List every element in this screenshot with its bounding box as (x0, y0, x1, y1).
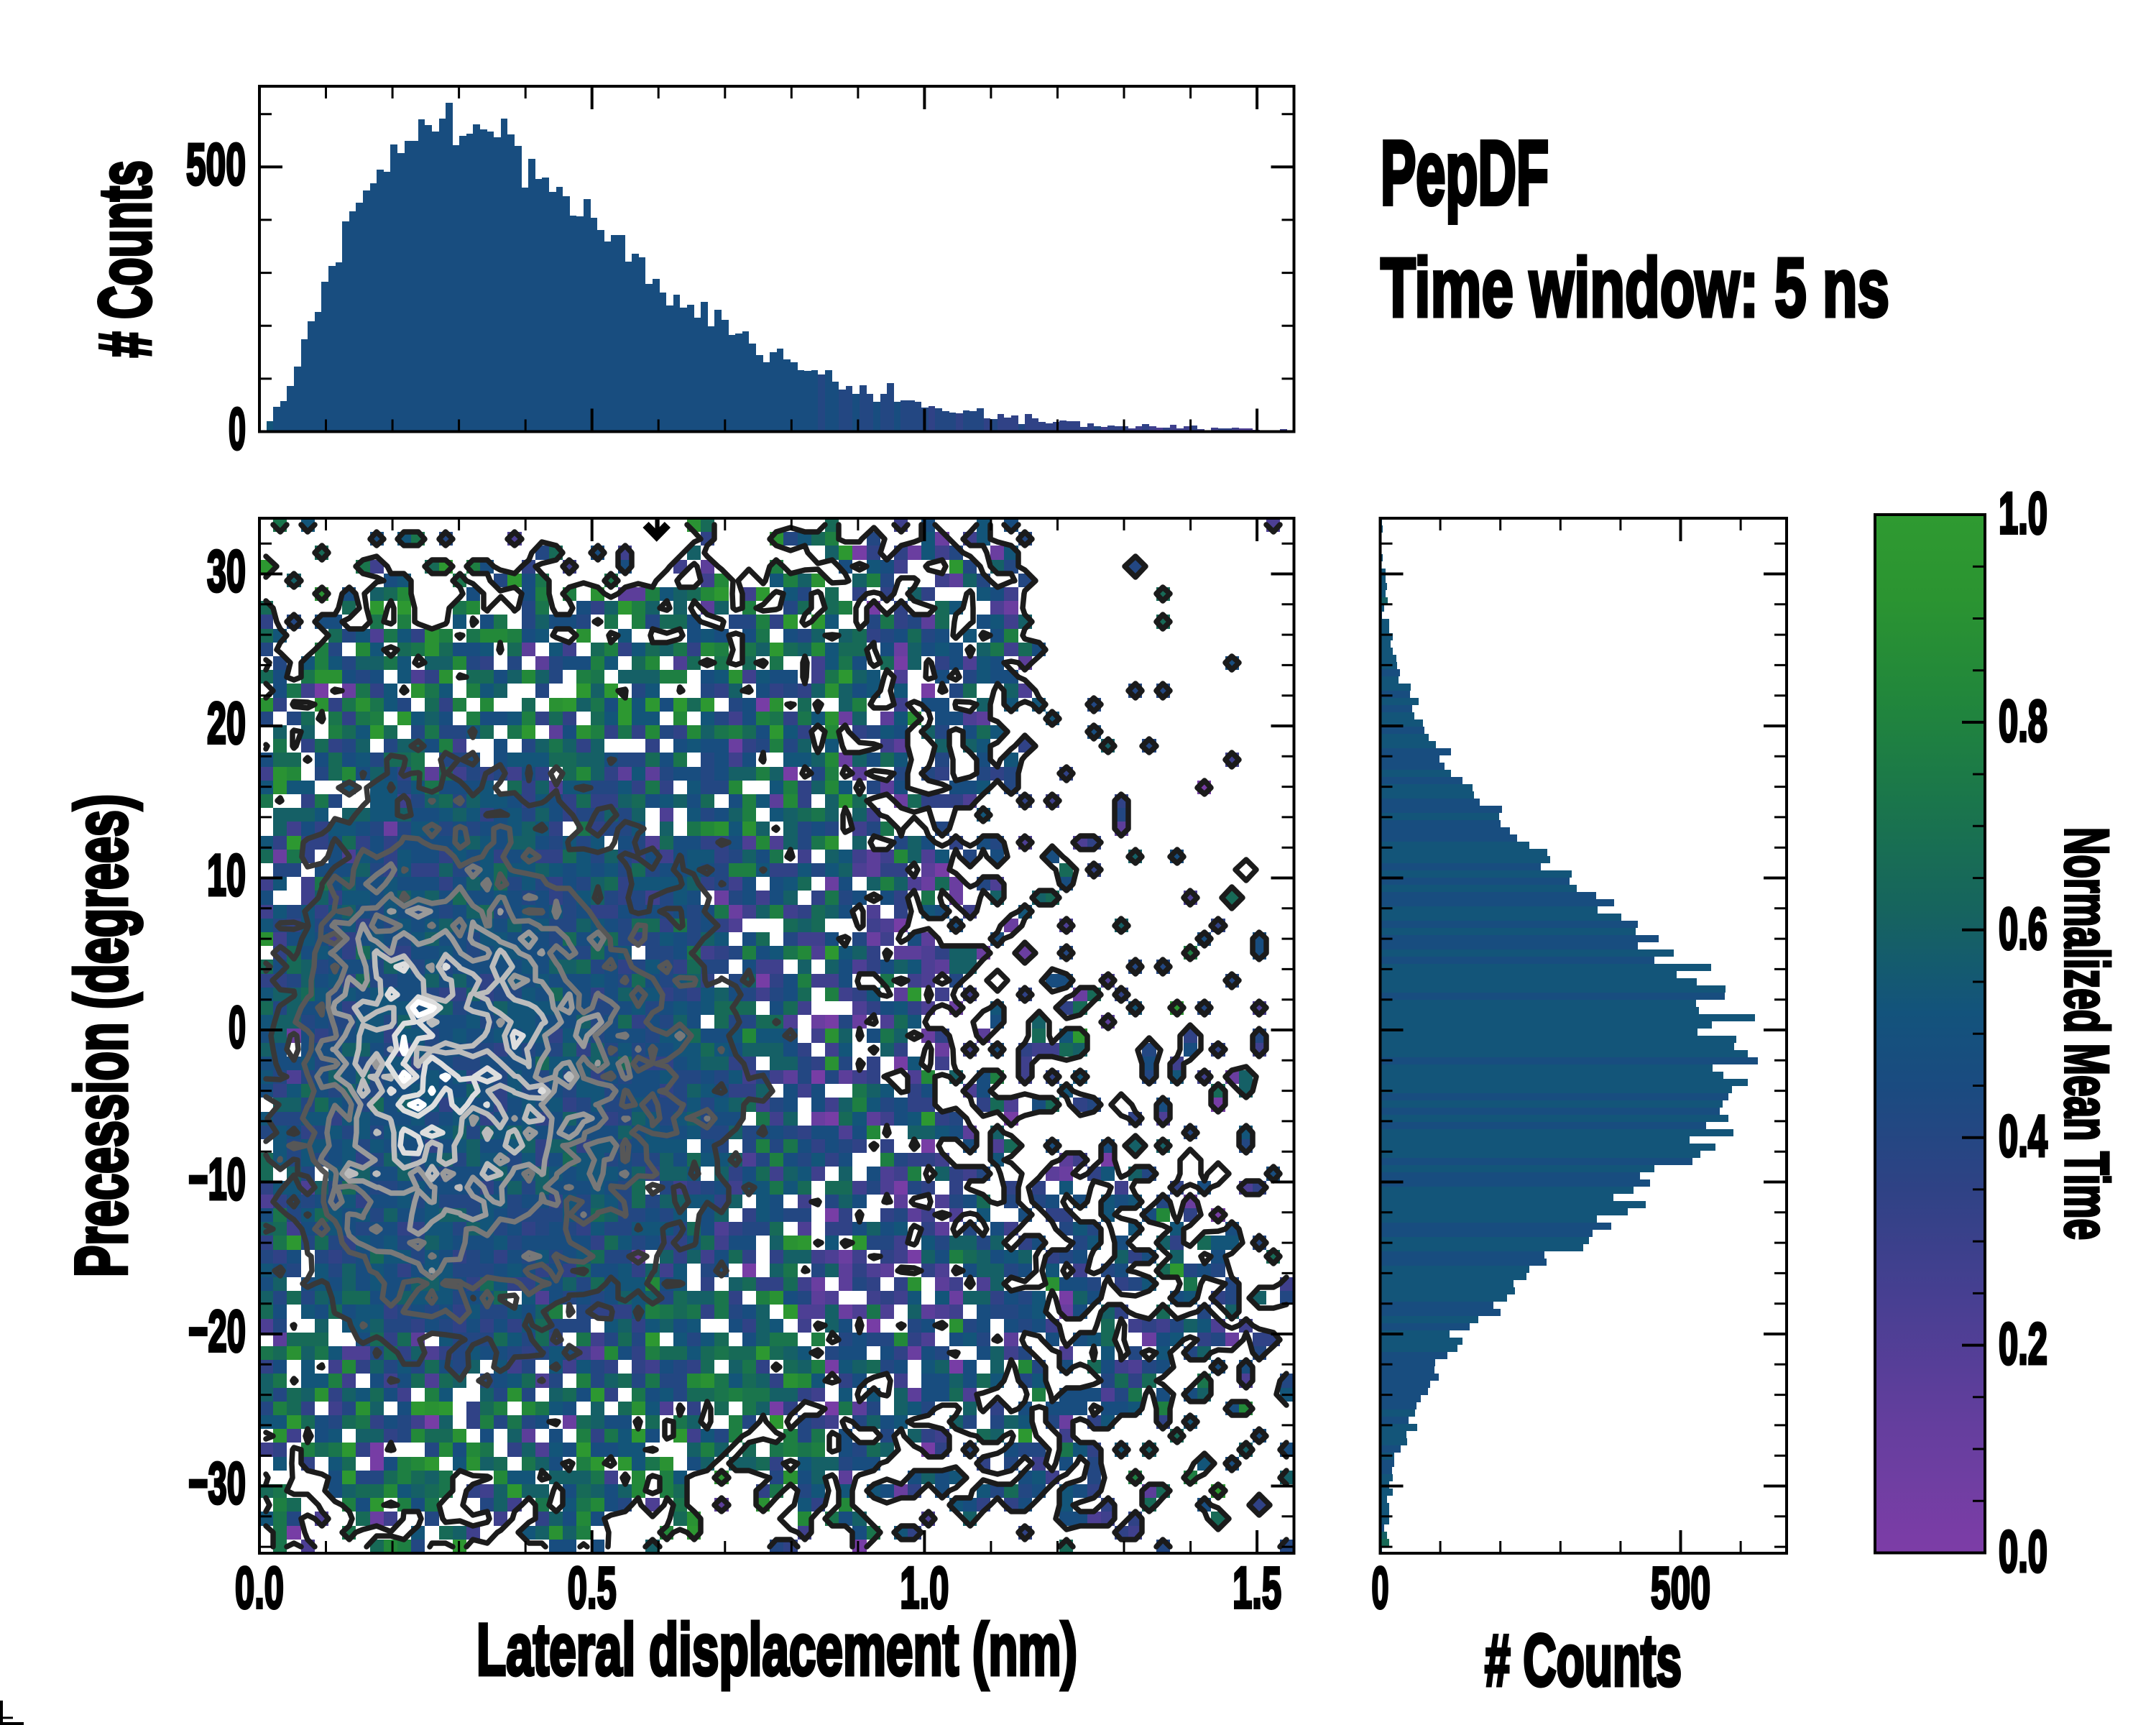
svg-text:1.5: 1.5 (1233, 1555, 1281, 1621)
svg-text:1.0: 1.0 (1999, 481, 2047, 546)
svg-text:0.2: 0.2 (1999, 1312, 2047, 1377)
svg-text:Normalized Mean Time: Normalized Mean Time (2052, 827, 2121, 1240)
svg-text:1.0: 1.0 (900, 1555, 949, 1621)
svg-text:Time window: 5 ns: Time window: 5 ns (1381, 241, 1889, 334)
svg-text:500: 500 (1651, 1555, 1710, 1621)
svg-text:0: 0 (229, 995, 246, 1060)
svg-text:20: 20 (207, 691, 246, 756)
svg-text:0.6: 0.6 (1999, 896, 2047, 962)
svg-text:−10: −10 (188, 1147, 246, 1213)
svg-text:0: 0 (229, 397, 246, 462)
svg-text:30: 30 (207, 539, 246, 604)
svg-text:# Counts: # Counts (84, 160, 166, 357)
svg-text:10: 10 (207, 843, 246, 908)
svg-text:0.4: 0.4 (1999, 1104, 2047, 1169)
svg-text:0: 0 (1372, 1555, 1389, 1621)
svg-text:Lateral displacement (nm): Lateral displacement (nm) (476, 1609, 1077, 1690)
svg-text:0.5: 0.5 (568, 1555, 617, 1621)
svg-text:# Counts: # Counts (1485, 1619, 1682, 1701)
svg-text:PepDF: PepDF (1381, 122, 1549, 224)
svg-text:Precession (degrees): Precession (degrees) (60, 794, 142, 1277)
svg-text:0.8: 0.8 (1999, 689, 2047, 754)
svg-text:−30: −30 (188, 1451, 246, 1517)
svg-text:0.0: 0.0 (235, 1555, 284, 1621)
svg-text:0.0: 0.0 (1999, 1519, 2047, 1585)
svg-text:−20: −20 (188, 1299, 246, 1364)
svg-text:500: 500 (186, 132, 246, 197)
